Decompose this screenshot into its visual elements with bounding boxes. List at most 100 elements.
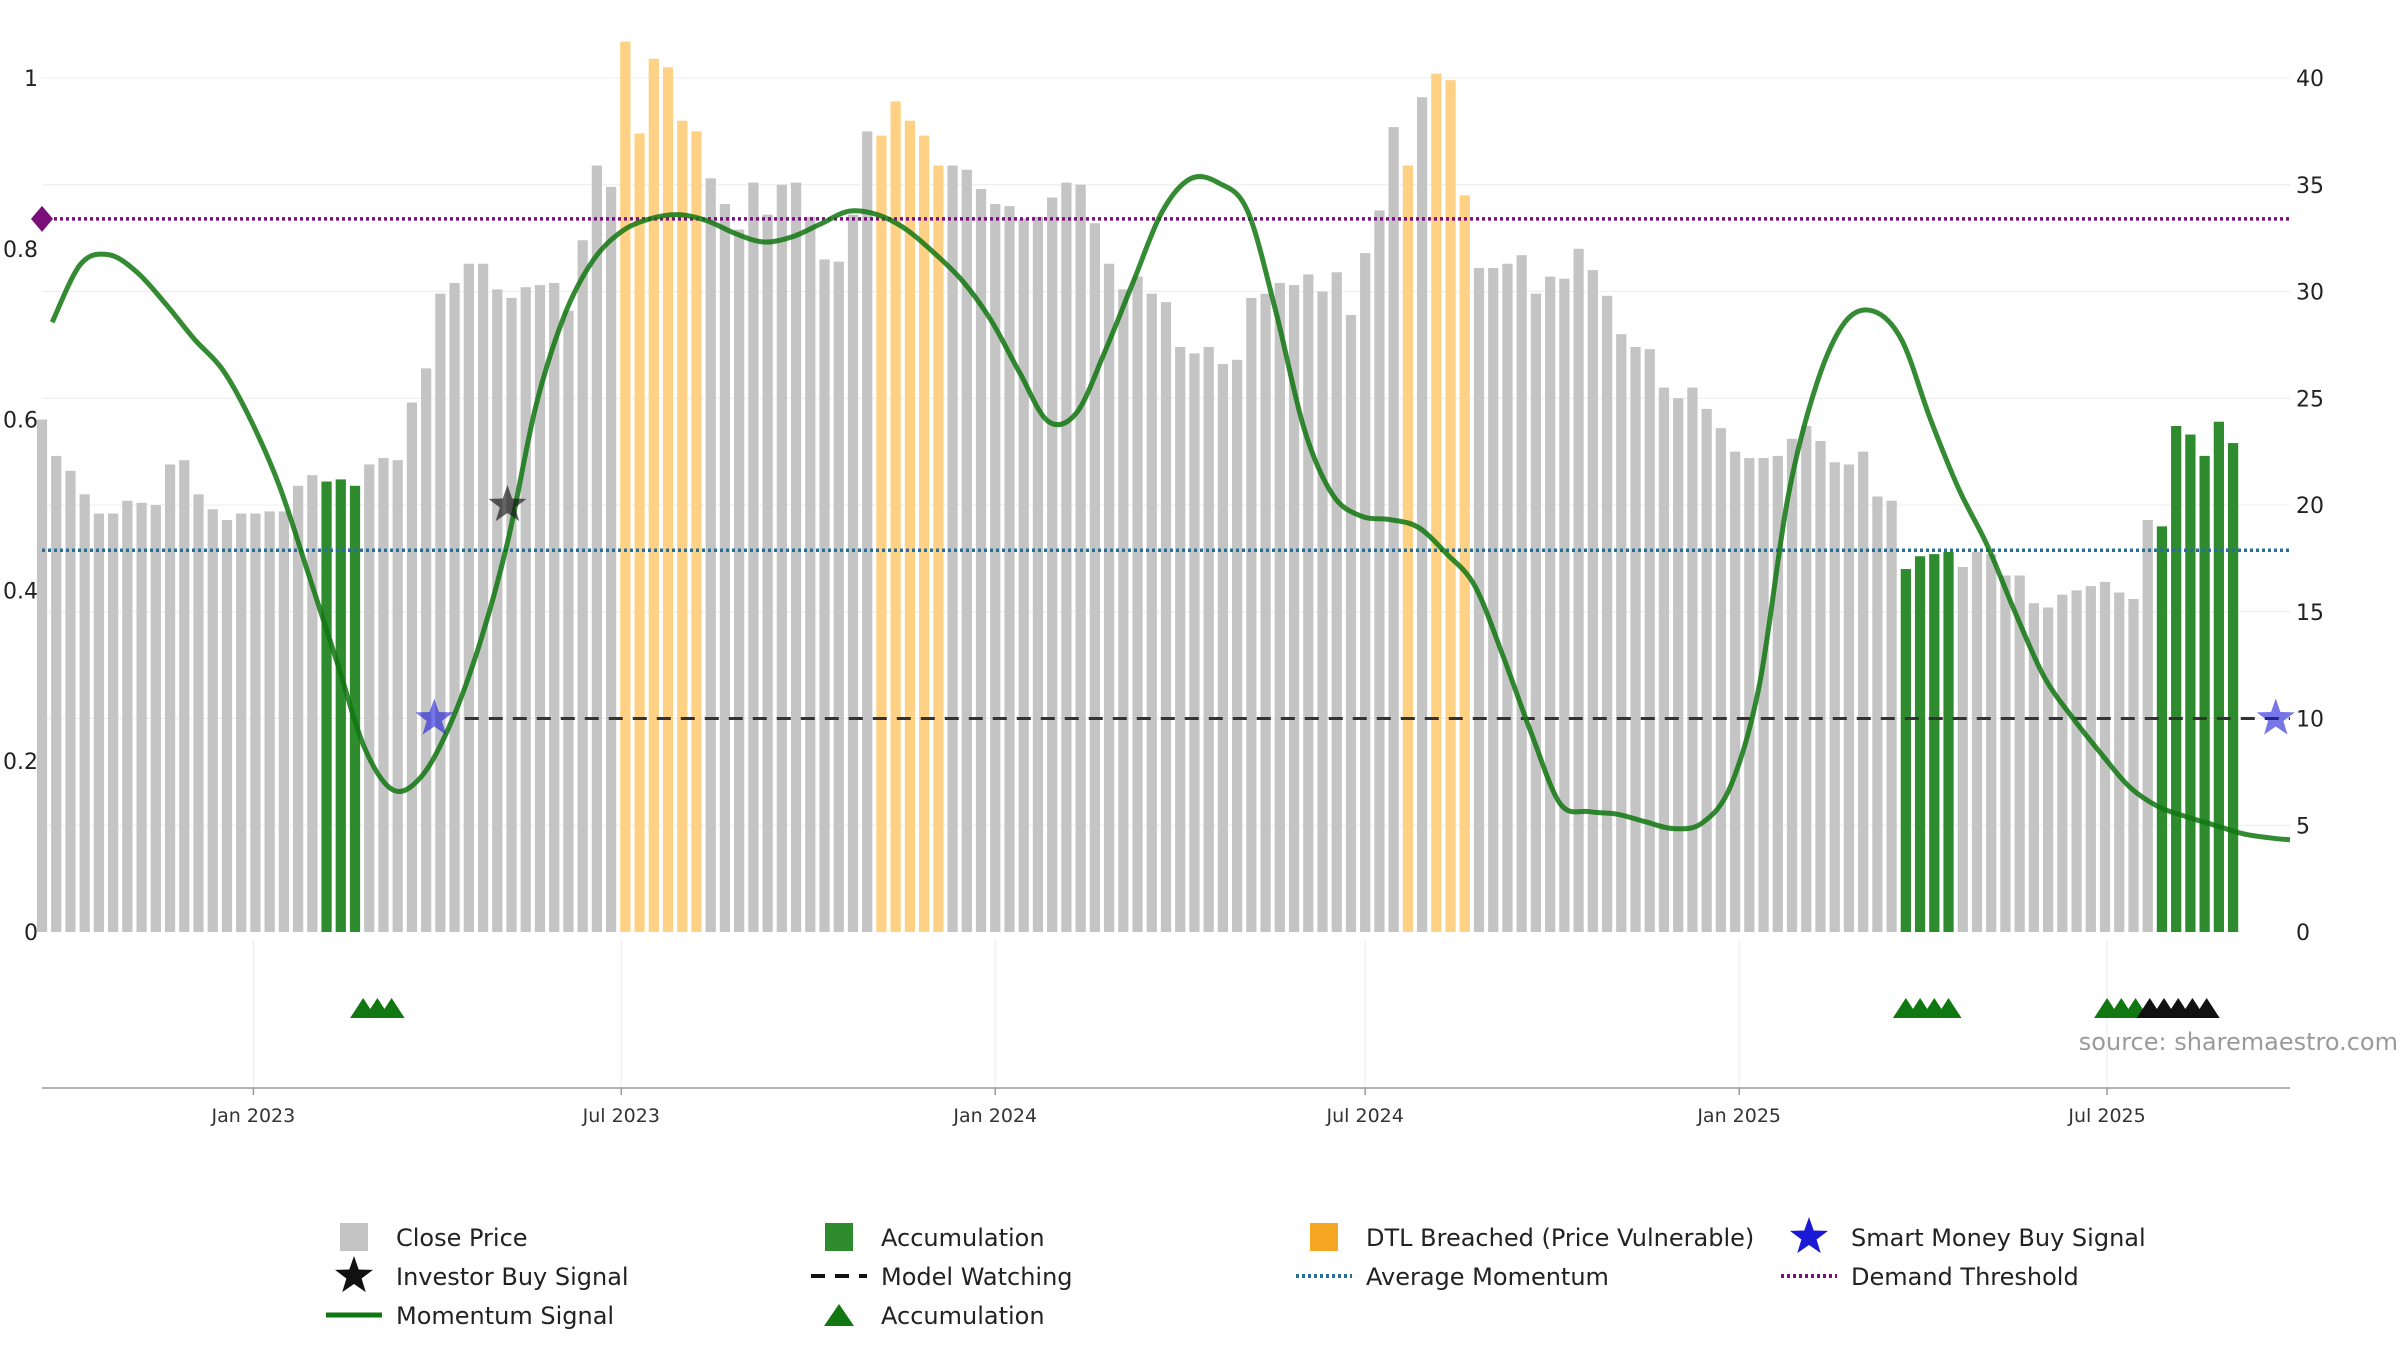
close-price-bar	[805, 216, 816, 932]
left-y-tick-label: 0.6	[3, 409, 38, 434]
accumulation-bar	[1943, 551, 1954, 932]
close-price-bar	[477, 263, 489, 932]
close-price-bar	[1331, 272, 1342, 932]
close-price-bar	[862, 131, 873, 933]
close-price-bar	[193, 494, 204, 932]
close-price-bar	[122, 500, 133, 932]
close-price-bar	[1345, 314, 1357, 932]
close-price-bar	[2128, 598, 2139, 932]
close-price-bar	[1146, 293, 1157, 932]
close-price-bar	[463, 263, 474, 932]
legend-label: Accumulation	[881, 1224, 1045, 1252]
dtl-breached-bar	[1402, 165, 1413, 933]
close-price-bar	[1673, 398, 1684, 932]
accumulation-bar	[321, 481, 332, 932]
close-price-bar	[2114, 592, 2125, 932]
close-price-bar	[435, 293, 446, 932]
close-price-bar	[108, 513, 119, 932]
close-price-bar	[150, 505, 161, 932]
legend-swatch	[1310, 1223, 1338, 1251]
close-price-bar	[1658, 387, 1670, 933]
close-price-bar	[1317, 291, 1328, 932]
momentum-signal-line	[49, 174, 2291, 843]
right-y-tick-label: 40	[2296, 67, 2324, 92]
signal-lines	[31, 174, 2291, 843]
legend-item: Demand Threshold	[1781, 1263, 2079, 1291]
close-price-bar	[1829, 462, 1840, 932]
close-price-bar	[2142, 519, 2153, 932]
close-price-bar	[1772, 455, 1783, 932]
close-price-bar	[1886, 500, 1897, 932]
accumulation-bar	[1914, 556, 1926, 932]
right-y-tick-label: 0	[2296, 921, 2310, 946]
close-price-bar	[1032, 216, 1044, 932]
close-price-bar	[1004, 206, 1015, 933]
close-price-bar	[236, 513, 247, 932]
close-price-bar	[1872, 496, 1883, 932]
close-price-bar	[1175, 347, 1186, 932]
close-price-bar	[1416, 97, 1428, 932]
close-price-bar	[307, 475, 318, 932]
demand-threshold-marker	[31, 205, 53, 232]
accumulation-bar	[2171, 426, 2182, 932]
close-price-bar	[990, 203, 1001, 932]
accumulation-bar	[2213, 421, 2224, 932]
legend-label: Model Watching	[881, 1263, 1073, 1291]
close-price-bar	[748, 182, 759, 933]
close-price-bar	[250, 513, 261, 932]
legend-triangle-icon	[824, 1304, 854, 1326]
close-price-bar	[705, 178, 716, 933]
legend-item: Accumulation	[824, 1302, 1045, 1330]
close-price-bar	[1687, 387, 1698, 933]
accumulation-bar	[1929, 554, 1940, 932]
price-bars	[36, 41, 2239, 933]
close-price-bar	[2028, 603, 2040, 932]
dtl-breached-bar	[890, 101, 901, 933]
legend-item: DTL Breached (Price Vulnerable)	[1310, 1223, 1754, 1252]
left-y-tick-label: 0.2	[3, 750, 38, 775]
x-tick-label: Jan 2025	[1696, 1105, 1781, 1127]
right-y-tick-label: 15	[2296, 601, 2324, 626]
legend-label: Average Momentum	[1366, 1263, 1609, 1291]
dtl-breached-bar	[648, 58, 659, 933]
close-price-bar	[221, 519, 233, 932]
legend-label: Demand Threshold	[1851, 1263, 2079, 1291]
accumulation-triangle	[378, 998, 405, 1018]
dtl-breached-bar	[1445, 80, 1456, 932]
close-price-bar	[421, 368, 432, 932]
close-price-bar	[1360, 253, 1371, 932]
close-price-bar	[1160, 302, 1172, 932]
left-y-tick-label: 0.8	[3, 238, 38, 263]
legend-item: Average Momentum	[1296, 1263, 1609, 1291]
dtl-breached-bar	[691, 131, 702, 933]
close-price-bar	[1744, 458, 1755, 932]
close-price-bar	[520, 287, 531, 933]
close-price-bar	[549, 282, 560, 933]
close-price-bar	[1132, 276, 1143, 932]
close-price-bar	[79, 494, 90, 932]
close-price-bar	[2057, 594, 2068, 932]
legend-item: Model Watching	[811, 1263, 1073, 1291]
legend-swatch	[340, 1223, 368, 1251]
legend-label: Smart Money Buy Signal	[1851, 1224, 2146, 1252]
close-price-bar	[1103, 263, 1115, 932]
smart-money-buy-star	[415, 698, 454, 735]
close-price-bar	[847, 214, 859, 932]
close-price-bar	[1303, 274, 1314, 932]
dtl-breached-bar	[1431, 73, 1442, 933]
accumulation-bar	[2156, 526, 2168, 932]
close-price-bar	[1246, 297, 1257, 932]
close-price-bar	[975, 189, 987, 932]
close-price-bar	[762, 214, 773, 932]
close-price-bar	[1573, 248, 1584, 933]
close-price-bar	[65, 470, 76, 932]
close-price-bar	[1288, 285, 1300, 933]
accumulation-bar	[2199, 455, 2210, 932]
close-price-bar	[1089, 223, 1100, 932]
legend-label: Accumulation	[881, 1302, 1045, 1330]
close-price-bar	[378, 458, 389, 932]
close-price-bar	[1232, 359, 1243, 932]
close-price-bar	[1644, 349, 1655, 932]
accumulation-bar	[335, 479, 346, 932]
